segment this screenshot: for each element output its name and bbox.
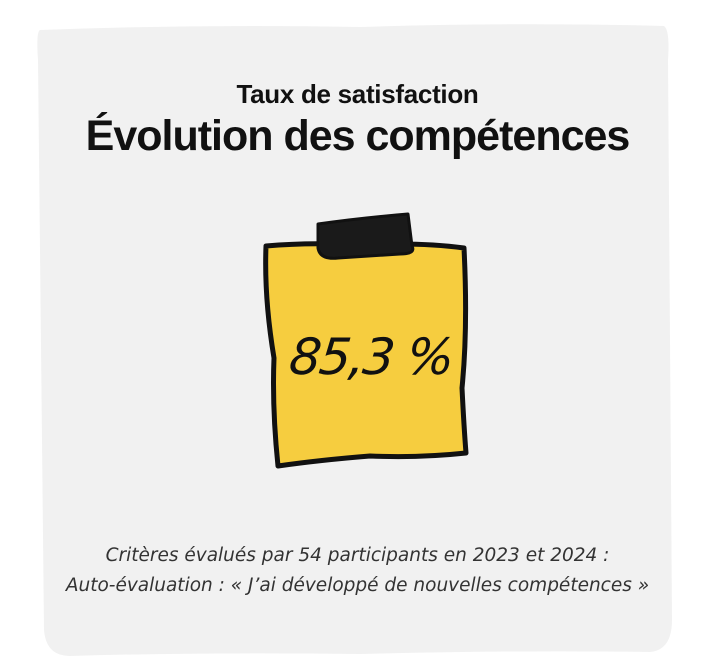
subtitle: Taux de satisfaction bbox=[236, 79, 479, 109]
page-title: Évolution des compétences bbox=[85, 112, 631, 160]
clip-icon bbox=[316, 212, 415, 260]
sticky-note-graphic bbox=[263, 212, 469, 469]
caption-line-1: Critères évalués par 54 participants en … bbox=[105, 545, 610, 566]
satisfaction-percentage: 85,3 % bbox=[286, 328, 456, 386]
sticky-note: 85,3 % bbox=[250, 208, 480, 478]
caption-line-2: Auto-évaluation : « J’ai développé de no… bbox=[65, 575, 650, 596]
